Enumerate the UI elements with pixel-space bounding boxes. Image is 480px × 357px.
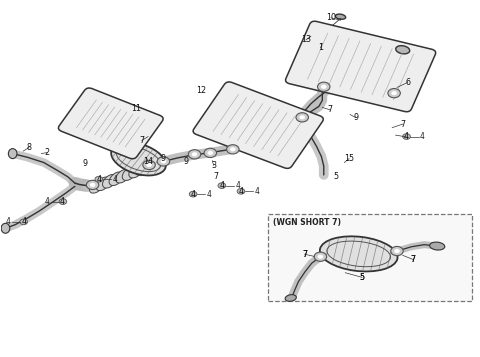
Ellipse shape [96,177,110,191]
Text: 5: 5 [360,273,365,282]
Text: 4: 4 [239,187,243,196]
Ellipse shape [109,172,123,186]
Ellipse shape [1,223,10,233]
Ellipse shape [122,167,136,181]
Circle shape [237,188,245,194]
Ellipse shape [223,111,300,155]
Text: 7: 7 [327,105,333,114]
Circle shape [188,150,201,159]
Ellipse shape [313,52,413,99]
Text: (WGN SHORT 7): (WGN SHORT 7) [273,218,340,227]
Circle shape [391,91,397,95]
Text: 4: 4 [420,132,425,141]
Circle shape [388,89,400,98]
FancyBboxPatch shape [193,82,324,169]
Text: 11: 11 [131,104,141,113]
Ellipse shape [116,169,130,183]
Text: 3: 3 [211,161,216,170]
Ellipse shape [89,180,104,193]
Ellipse shape [135,162,150,175]
Text: 13: 13 [301,35,311,44]
Text: 4: 4 [112,175,117,184]
Text: 9: 9 [353,113,359,122]
Circle shape [318,255,323,259]
Circle shape [321,85,326,89]
Circle shape [230,147,236,151]
Text: 9: 9 [83,160,88,169]
Ellipse shape [430,242,445,250]
Text: 4: 4 [191,190,195,198]
Circle shape [192,152,197,156]
Text: 1: 1 [318,44,323,52]
Text: 8: 8 [26,143,31,152]
Text: 5: 5 [333,172,338,181]
Ellipse shape [336,14,346,19]
Text: 4: 4 [5,217,10,226]
Text: 5: 5 [360,273,365,282]
Text: 4: 4 [254,187,259,196]
Circle shape [394,249,400,253]
Text: 4: 4 [219,181,224,191]
Text: 4: 4 [21,217,26,226]
Text: 7: 7 [411,255,416,264]
Ellipse shape [142,159,156,173]
Circle shape [95,176,103,182]
Circle shape [161,159,166,164]
Circle shape [86,180,99,190]
Text: 9: 9 [161,154,166,163]
Text: 10: 10 [326,13,336,22]
Circle shape [314,252,326,261]
Text: 4: 4 [404,132,408,141]
Text: 7: 7 [302,250,307,259]
Ellipse shape [8,149,17,159]
Text: 9: 9 [184,157,189,166]
Circle shape [227,145,239,154]
Circle shape [90,183,96,187]
Ellipse shape [320,236,397,271]
Circle shape [143,160,156,170]
Circle shape [218,183,226,188]
Text: 14: 14 [143,157,153,166]
Text: 6: 6 [405,78,410,87]
FancyBboxPatch shape [268,214,472,301]
Circle shape [189,191,197,197]
FancyBboxPatch shape [286,21,436,112]
Text: 4: 4 [60,197,64,206]
Ellipse shape [396,46,410,54]
Text: 2: 2 [45,148,50,157]
Text: 4: 4 [206,190,211,198]
FancyBboxPatch shape [59,88,163,159]
Text: 7: 7 [302,250,307,259]
Text: 4: 4 [45,197,49,206]
Text: 12: 12 [197,86,207,95]
Circle shape [300,115,305,119]
Circle shape [204,148,216,157]
Circle shape [403,134,410,139]
Text: 7: 7 [411,255,416,264]
Circle shape [318,82,330,91]
Circle shape [20,219,27,225]
Circle shape [59,199,67,205]
Circle shape [207,151,213,155]
Ellipse shape [129,164,143,178]
Text: 7: 7 [400,120,405,129]
Circle shape [157,157,169,166]
Circle shape [296,113,309,122]
Text: 7: 7 [214,172,218,181]
Text: 15: 15 [344,154,354,163]
Circle shape [146,163,152,167]
Text: 7: 7 [139,136,144,145]
Ellipse shape [111,142,166,176]
Ellipse shape [103,175,117,188]
Text: 4: 4 [235,181,240,190]
Circle shape [391,246,403,256]
Ellipse shape [285,295,296,301]
Text: 4: 4 [96,175,101,184]
